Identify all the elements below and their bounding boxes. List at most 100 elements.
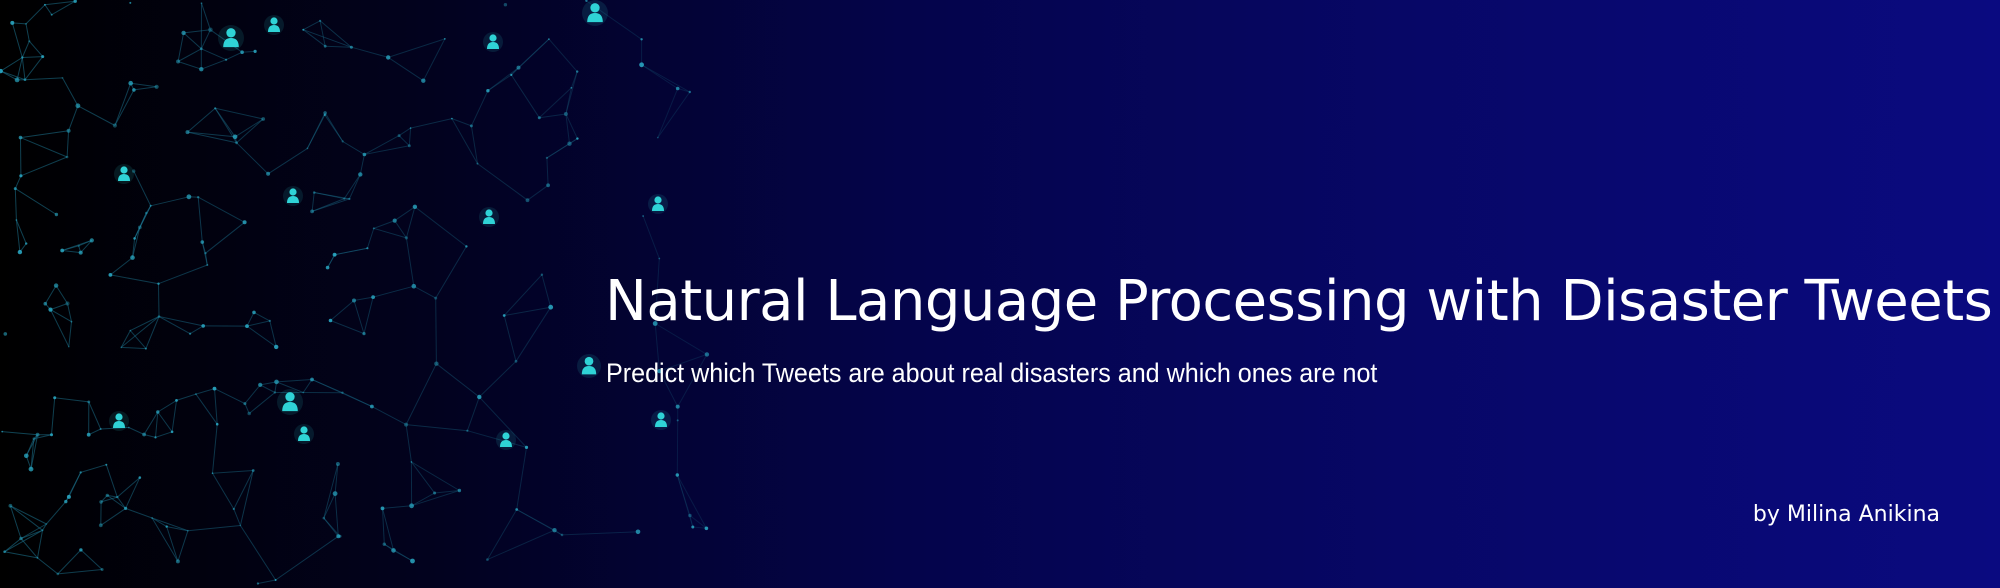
network-node <box>50 13 53 16</box>
network-edge <box>658 370 679 407</box>
network-edge <box>4 551 38 559</box>
network-node <box>194 393 197 396</box>
network-edge <box>143 411 159 435</box>
network-node <box>53 396 57 400</box>
network-edge <box>28 40 44 57</box>
network-node <box>675 404 680 409</box>
network-edge <box>414 206 467 247</box>
network-edge <box>55 285 68 304</box>
network-node <box>89 238 94 243</box>
network-node <box>232 507 235 511</box>
network-node <box>44 3 46 6</box>
network-edge <box>80 464 107 473</box>
network-edge <box>351 46 389 58</box>
network-edge <box>486 509 518 560</box>
network-edge <box>422 38 446 81</box>
network-node <box>128 80 133 86</box>
network-edge <box>212 424 218 474</box>
network-node <box>19 174 23 178</box>
network-node <box>68 345 70 348</box>
network-node <box>486 558 489 561</box>
network-edge <box>677 354 708 407</box>
network-node <box>412 204 418 209</box>
network-edge <box>546 143 570 159</box>
person-icon <box>114 164 134 184</box>
network-node <box>328 318 333 323</box>
network-edge <box>244 403 250 414</box>
network-node <box>28 40 31 43</box>
network-edge <box>187 525 241 532</box>
network-edge <box>197 197 203 243</box>
network-edge <box>68 472 82 498</box>
network-node <box>25 23 27 25</box>
network-edge <box>151 517 167 528</box>
network-node <box>8 503 13 508</box>
network-node <box>206 264 209 266</box>
network-edge <box>373 220 395 229</box>
network-edge <box>120 330 131 348</box>
network-edge <box>314 192 345 200</box>
network-edge <box>187 131 236 138</box>
network-edge <box>171 400 177 432</box>
network-node <box>138 476 142 479</box>
network-edge <box>411 490 460 507</box>
network-edge <box>68 321 72 347</box>
network-edge <box>151 517 189 532</box>
network-edge <box>311 198 345 212</box>
network-node <box>165 525 168 528</box>
network-edge <box>654 323 660 372</box>
network-edge <box>88 428 101 436</box>
network-edge <box>66 130 70 158</box>
network-edge <box>0 57 23 72</box>
network-edge <box>80 549 103 570</box>
network-edge <box>334 493 339 537</box>
network-node <box>13 187 17 191</box>
person-icon <box>577 354 601 378</box>
network-edge <box>80 240 93 253</box>
network-node <box>35 432 40 437</box>
network-edge <box>676 474 691 516</box>
network-node <box>434 361 439 366</box>
person-icon <box>483 32 503 52</box>
network-node <box>24 453 29 459</box>
network-node <box>640 38 643 41</box>
network-node <box>635 529 641 535</box>
network-node <box>186 194 192 200</box>
network-edge <box>548 38 578 72</box>
network-edge <box>343 174 361 199</box>
network-edge <box>2 431 38 436</box>
network-edge <box>157 399 177 413</box>
network-edge <box>125 477 141 509</box>
network-edge <box>100 496 118 503</box>
network-node <box>86 432 91 437</box>
network-node <box>243 402 247 406</box>
network-node <box>312 191 316 194</box>
network-node <box>133 237 136 240</box>
network-node <box>144 347 147 350</box>
network-edge <box>24 77 63 81</box>
network-edge <box>239 525 277 581</box>
network-node <box>105 463 108 466</box>
network-node <box>201 324 205 328</box>
network-node <box>332 252 337 257</box>
network-edge <box>303 20 321 31</box>
network-edge <box>470 125 478 164</box>
network-node <box>127 426 130 429</box>
network-edge <box>323 517 339 537</box>
person-icon <box>496 430 516 450</box>
network-node <box>433 491 437 495</box>
network-edge <box>565 71 578 115</box>
network-node <box>41 55 45 59</box>
network-node <box>322 516 326 520</box>
network-edge <box>405 206 416 239</box>
network-node <box>657 369 662 374</box>
network-edge <box>195 393 218 425</box>
network-edge <box>151 517 179 562</box>
network-node <box>120 346 122 349</box>
network-edge <box>116 477 141 498</box>
network-node <box>443 38 446 40</box>
network-edge <box>408 128 412 146</box>
network-node <box>371 295 375 299</box>
network-node <box>170 430 174 434</box>
network-node <box>560 533 564 537</box>
